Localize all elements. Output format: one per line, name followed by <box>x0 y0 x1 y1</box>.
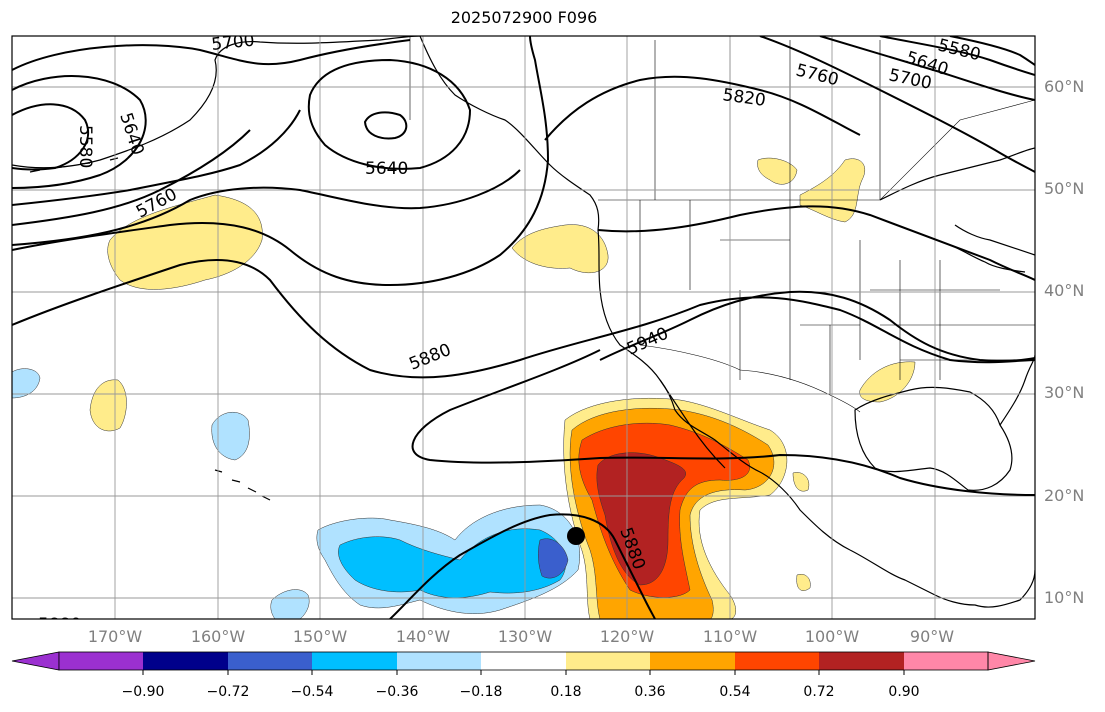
colorbar-label: 0.18 <box>550 684 582 700</box>
contour-5880-closed <box>411 349 1035 496</box>
colorbar-swatch <box>312 652 397 670</box>
lon-label: 90°W <box>909 627 955 646</box>
map-title: 2025072900 F096 <box>450 8 598 27</box>
lat-label: 40°N <box>1044 281 1085 300</box>
contour-5760-west <box>12 109 301 206</box>
lat-label: 20°N <box>1044 486 1085 505</box>
lat-label: 10°N <box>1044 588 1085 607</box>
coastline-west-coast <box>597 229 851 551</box>
colorbar-label: −0.36 <box>375 684 419 700</box>
lon-label: 130°W <box>497 627 553 646</box>
colorbar <box>11 651 1036 675</box>
border-us-mexico <box>639 344 861 413</box>
colorbar-extend-high <box>987 651 1036 671</box>
positive-anomaly-north-pacific <box>107 194 263 290</box>
colorbar-label: −0.54 <box>290 684 334 700</box>
colorbar-extend-low <box>11 651 60 671</box>
lon-label: 110°W <box>702 627 758 646</box>
lon-label: 160°W <box>190 627 246 646</box>
lat-label: 30°N <box>1044 383 1085 402</box>
map-frame <box>11 35 1036 620</box>
contour-5580-low-center <box>363 111 408 140</box>
colorbar-label: −0.90 <box>121 684 165 700</box>
contour-5760-north <box>759 36 1035 173</box>
negative-anomaly-core <box>538 538 569 579</box>
negative-anomaly-west-pacific-inner <box>338 528 566 599</box>
colorbar-label: 0.54 <box>719 684 751 700</box>
colorbar-swatch <box>481 652 566 670</box>
contour-5640-west <box>12 75 147 189</box>
contour-5820-north <box>544 75 861 141</box>
lat-label: 50°N <box>1044 179 1085 198</box>
contour-label: 5880 <box>38 615 81 635</box>
contour-5940 <box>599 290 1035 362</box>
positive-anomaly-hawaii-north <box>89 379 127 432</box>
lon-label: 150°W <box>292 627 348 646</box>
colorbar-swatch <box>650 652 735 670</box>
negative-anomaly-far-west <box>12 368 41 399</box>
positive-anomaly-canada-west <box>757 157 798 185</box>
contour-5580-west <box>12 103 90 171</box>
contour-label: 5580 <box>75 125 95 168</box>
contour-5820-east <box>597 205 1035 281</box>
coastline-hawaii <box>214 469 271 501</box>
colorbar-swatch <box>735 652 819 670</box>
storm-position-dot <box>567 527 585 545</box>
contour-5580-ne <box>949 36 1035 66</box>
colorbar-label: 0.36 <box>634 684 666 700</box>
contour-label: 5700 <box>210 31 255 55</box>
colorbar-swatch <box>904 652 988 670</box>
anomaly-shading <box>12 157 916 619</box>
coastline-hudson <box>879 147 1035 201</box>
lon-label: 140°W <box>395 627 451 646</box>
positive-anomaly-oregon <box>511 224 609 274</box>
contour-5820-west <box>12 36 550 287</box>
contour-labels: 5700 5580 5640 5760 5820 5640 5760 5880 … <box>38 31 983 635</box>
coastline-baja <box>659 379 726 469</box>
colorbar-label: 0.90 <box>888 684 920 700</box>
colorbar-label: −0.72 <box>206 684 250 700</box>
coastline-central-america <box>849 549 1035 608</box>
contour-5700-ne <box>819 36 1035 101</box>
colorbar-swatch <box>143 652 228 670</box>
coastline-alaska <box>12 36 421 169</box>
lon-label: 100°W <box>804 627 860 646</box>
lon-label: 170°W <box>87 627 143 646</box>
colorbar-label: −0.18 <box>459 684 503 700</box>
negative-anomaly-small-west <box>270 589 310 619</box>
lon-label: 120°W <box>599 627 655 646</box>
colorbar-swatch <box>397 652 481 670</box>
contour-label: 5640 <box>365 159 408 179</box>
contour-5880-main <box>12 259 1035 379</box>
contour-5700-upper <box>12 129 251 226</box>
negative-anomaly-hawaii <box>211 412 250 461</box>
positive-anomaly-small-1 <box>796 574 811 591</box>
contour-5760-mid <box>12 169 521 246</box>
colorbar-swatch <box>59 652 143 670</box>
colorbar-swatch <box>566 652 650 670</box>
lat-label: 60°N <box>1044 77 1085 96</box>
height-contours <box>12 36 1035 619</box>
positive-anomaly-gulf <box>859 361 916 403</box>
contour-5880-south <box>389 513 656 619</box>
colorbar-swatch <box>819 652 904 670</box>
contour-5640-low <box>307 58 472 170</box>
contour-5640-ne <box>879 36 1035 76</box>
colorbar-swatch <box>228 652 312 670</box>
colorbar-label: 0.72 <box>803 684 835 700</box>
contour-5700-west <box>12 39 411 71</box>
positive-anomaly-small-2 <box>792 472 810 492</box>
graticule <box>12 36 1035 619</box>
